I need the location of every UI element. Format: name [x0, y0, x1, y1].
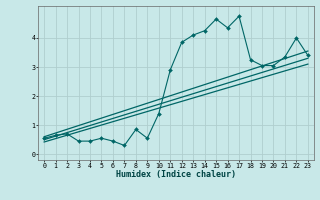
X-axis label: Humidex (Indice chaleur): Humidex (Indice chaleur) — [116, 170, 236, 179]
